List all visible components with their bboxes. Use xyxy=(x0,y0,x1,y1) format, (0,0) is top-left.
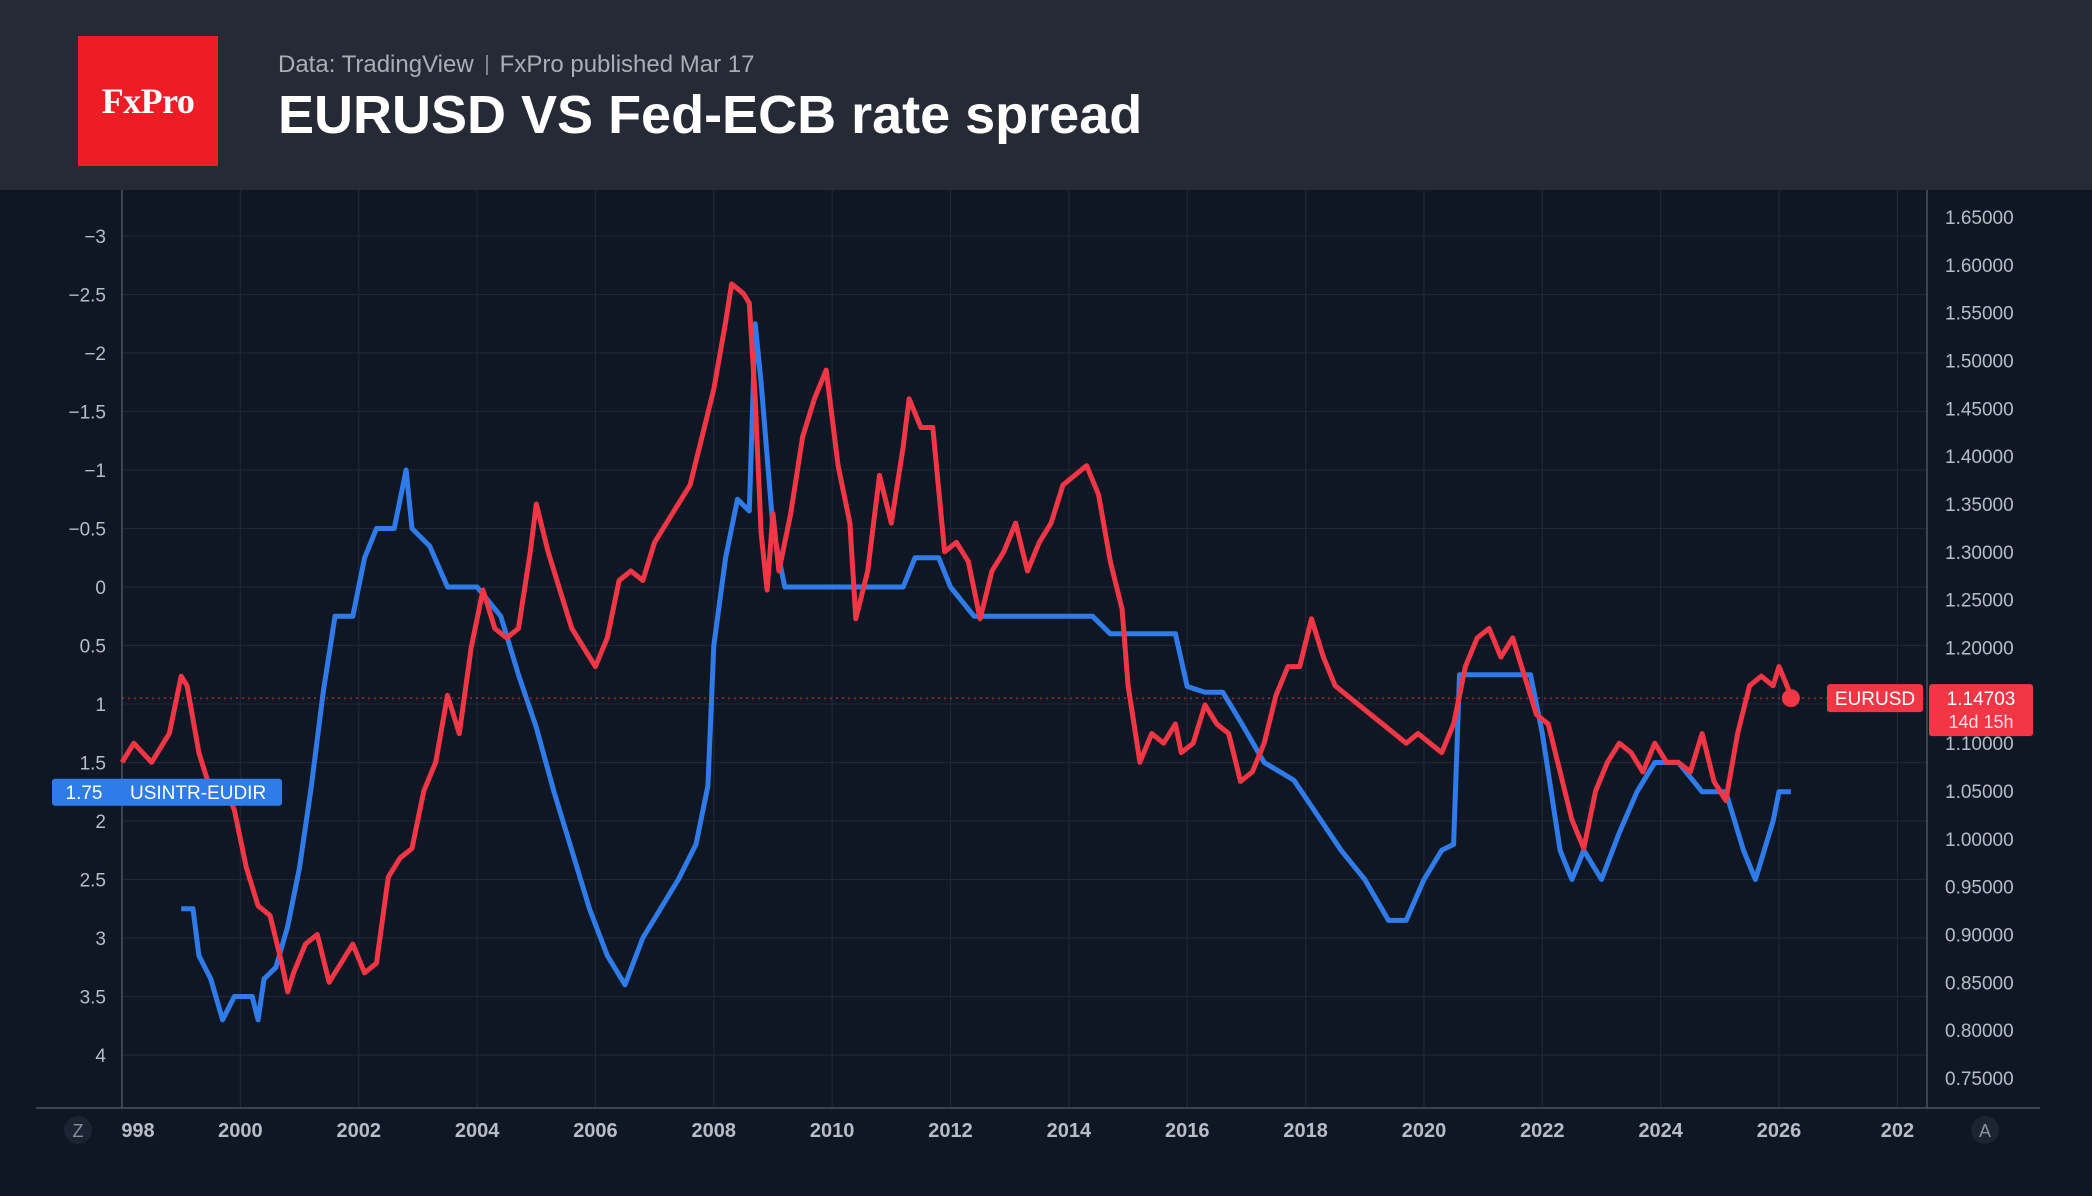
series-line-usintr-eudir[interactable] xyxy=(181,321,1791,1023)
series-line-eurusd[interactable] xyxy=(119,281,1794,995)
right-tick-label: 1.40000 xyxy=(1945,447,2014,468)
separator xyxy=(485,55,488,75)
left-tick-label: −1.5 xyxy=(68,403,106,424)
x-tick-label: 2024 xyxy=(1638,1120,1683,1142)
right-tick-label: 1.50000 xyxy=(1945,352,2014,373)
eurusd-price-tag xyxy=(1929,684,2033,737)
eurusd-last-point[interactable] xyxy=(1781,689,1800,708)
left-tick-label: 2 xyxy=(95,812,106,833)
right-tick-label: 1.00000 xyxy=(1945,830,2014,851)
auto-scale-button[interactable] xyxy=(1971,1116,1999,1144)
spread-name-label: USINTR-EUDIR xyxy=(130,783,266,804)
left-tick-label: −3 xyxy=(84,227,106,248)
chart-header: FxPro Data: TradingView FxPro published … xyxy=(0,0,2092,190)
left-tick-label: 2.5 xyxy=(80,871,106,892)
right-tick-label: 1.05000 xyxy=(1945,782,2014,803)
right-tick-label: 0.90000 xyxy=(1945,926,2014,947)
x-tick-label: 2018 xyxy=(1283,1120,1328,1142)
x-tick-label: 2020 xyxy=(1402,1120,1447,1142)
eurusd-price-label: 1.14703 xyxy=(1947,689,2016,710)
right-tick-label: 1.55000 xyxy=(1945,304,2014,325)
x-tick-label: 2004 xyxy=(455,1120,500,1142)
right-tick-label: 1.25000 xyxy=(1945,591,2014,612)
right-tick-label: 1.60000 xyxy=(1945,256,2014,277)
left-tick-label: −0.5 xyxy=(68,520,106,541)
zoom-corner-button[interactable] xyxy=(64,1116,92,1144)
right-tick-label: 1.65000 xyxy=(1945,208,2014,229)
right-tick-label: 0.80000 xyxy=(1945,1021,2014,1042)
left-tick-label: 1 xyxy=(95,695,106,716)
x-tick-label: 2022 xyxy=(1520,1120,1565,1142)
eurusd-name-label: EURUSD xyxy=(1835,689,1915,710)
source-text: Data: TradingView xyxy=(278,51,474,78)
left-tick-label: −2 xyxy=(84,344,106,365)
left-tick-label: 3.5 xyxy=(80,988,106,1009)
eurusd-countdown-label: 14d 15h xyxy=(1948,712,2013,732)
fxpro-logo: FxPro xyxy=(78,36,218,166)
right-tick-label: 0.95000 xyxy=(1945,878,2014,899)
left-tick-label: 1.5 xyxy=(80,754,106,775)
source-line: Data: TradingView FxPro published Mar 17 xyxy=(278,50,754,80)
x-tick-label: 2016 xyxy=(1165,1120,1210,1142)
x-tick-label: 998 xyxy=(121,1120,154,1142)
auto-scale-button-label: A xyxy=(1979,1121,1991,1141)
left-tick-label: 3 xyxy=(95,929,106,950)
x-tick-label: 2026 xyxy=(1757,1120,1802,1142)
x-tick-label: 2014 xyxy=(1047,1120,1092,1142)
left-tick-label: −1 xyxy=(84,461,106,482)
left-tick-label: 0.5 xyxy=(80,637,106,658)
right-tick-label: 0.85000 xyxy=(1945,973,2014,994)
x-tick-label: 2002 xyxy=(336,1120,381,1142)
chart-area: −3 −2.5 −2 −1.5 −1 −0.5 0 0.5 1 1.5 2 2.5 3 3.5 4 1.650… xyxy=(0,190,2092,1196)
x-tick-label: 2006 xyxy=(573,1120,618,1142)
right-tick-label: 0.75000 xyxy=(1945,1069,2014,1090)
left-tick-label: 0 xyxy=(95,578,106,599)
right-tick-label: 1.30000 xyxy=(1945,543,2014,564)
eurusd-name-tag xyxy=(1827,684,1923,713)
left-tick-label: 4 xyxy=(95,1046,106,1067)
x-tick-label: 202 xyxy=(1881,1120,1914,1142)
published-text: FxPro published Mar 17 xyxy=(499,51,755,78)
x-tick-label: 2000 xyxy=(218,1120,263,1142)
chart-title: EURUSD VS Fed-ECB rate spread xyxy=(278,85,1143,145)
right-tick-label: 1.35000 xyxy=(1945,495,2014,516)
x-tick-label: 2010 xyxy=(810,1120,855,1142)
left-tick-label: −2.5 xyxy=(68,286,106,307)
spread-value-label: 1.75 xyxy=(66,783,103,804)
chart-svg[interactable]: −3 −2.5 −2 −1.5 −1 −0.5 0 0.5 1 1.5 2 2.5 3 3.5 4 1.650… xyxy=(0,190,2092,1196)
zoom-corner-button-label: Z xyxy=(73,1121,84,1141)
spread-tag xyxy=(52,778,282,806)
x-tick-label: 2008 xyxy=(692,1120,737,1142)
x-tick-label: 2012 xyxy=(928,1120,973,1142)
right-tick-label: 1.45000 xyxy=(1945,399,2014,420)
right-tick-label: 1.10000 xyxy=(1945,734,2014,755)
right-tick-label: 1.20000 xyxy=(1945,639,2014,660)
logo-text: FxPro xyxy=(101,81,195,121)
